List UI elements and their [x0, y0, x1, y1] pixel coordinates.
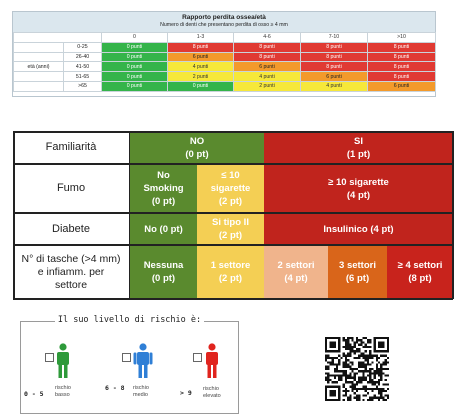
medium-risk-checkbox[interactable] — [122, 353, 131, 362]
bone-score-cell: 8 punti — [367, 41, 436, 53]
bone-col-header: 0 — [101, 32, 168, 43]
bone-group-label — [13, 71, 64, 82]
bone-score-cell: 8 punti — [233, 51, 301, 63]
high-risk-checkbox[interactable] — [193, 353, 202, 362]
bone-col-header: 7-10 — [300, 32, 368, 43]
low-risk-range: 0 - 5 — [24, 390, 44, 398]
bone-group-label: età (anni) — [13, 61, 64, 73]
person-blue-icon — [133, 343, 153, 378]
bone-age-label: 26-40 — [63, 51, 102, 63]
bone-score-cell: 8 punti — [367, 71, 436, 82]
grid-line — [13, 298, 453, 300]
bone-score-cell: 8 punti — [367, 51, 436, 63]
bone-header-row: 0 1-3 4-6 7-10 >10 — [13, 32, 436, 43]
bone-score-cell: 6 punti — [367, 80, 436, 92]
grid-line — [452, 131, 454, 299]
bone-row: 0-25 0 punti 8 punti 8 punti 8 punti 8 punti — [13, 41, 436, 53]
row-label-tasche: N° di tasche (>4 mm) e infiamm. per settor… — [13, 245, 130, 299]
grid-line — [13, 163, 453, 165]
tasche-3-settori-cell: 3 settori (6 pt) — [328, 245, 387, 299]
person-green-icon — [57, 343, 69, 378]
bone-score-cell: 8 punti — [300, 61, 368, 73]
diabete-no-cell: No (0 pt) — [130, 213, 197, 245]
grid-line — [13, 131, 15, 299]
diabete-insulinico-cell: Insulinico (4 pt) — [264, 213, 453, 245]
bone-score-cell: 8 punti — [233, 41, 301, 53]
fumo-le10-cell: ≤ 10 sigarette (2 pt) — [197, 164, 264, 213]
risk-score-table: Familiarità NO (0 pt) SI (1 pt) Fumo No Smo… — [13, 131, 454, 300]
bone-table-header: Rapporto perdita ossea/età Numero di den… — [13, 12, 435, 32]
row-label-familiarita: Familiarità — [13, 131, 130, 164]
familiarita-no-cell: NO (0 pt) — [130, 131, 264, 164]
bone-age-label: 51-65 — [63, 71, 102, 82]
tasche-4-settori-cell: ≥ 4 settori (8 pt) — [387, 245, 453, 299]
bone-score-cell: 8 punti — [300, 41, 368, 53]
bone-score-cell: 2 punti — [167, 71, 234, 82]
bone-row: età (anni) 41-50 0 punti 4 punti 6 punti 8 pu… — [13, 61, 436, 73]
bone-col-header: >10 — [367, 32, 436, 43]
fumo-ge10-cell: ≥ 10 sigarette (4 pt) — [264, 164, 453, 213]
bone-row: 51-65 0 punti 2 punti 4 punti 6 punti 8 punti — [13, 71, 436, 82]
tasche-1-settore-cell: 1 settore (2 pt) — [197, 245, 264, 299]
medium-risk-label: rischio medio — [133, 385, 149, 398]
grid-line — [13, 244, 453, 246]
low-risk-checkbox[interactable] — [45, 353, 54, 362]
bone-header-empty — [13, 32, 102, 43]
bone-age-label: 0-25 — [63, 41, 102, 53]
grid-line — [13, 212, 453, 214]
bone-table-subtitle: Numero di denti che presentano perdita d… — [160, 22, 288, 28]
bone-score-cell: 8 punti — [167, 41, 234, 53]
fumo-no-smoking-cell: No Smoking (0 pt) — [130, 164, 197, 213]
bone-score-cell: 6 punti — [167, 51, 234, 63]
bone-score-cell: 0 punti — [101, 61, 168, 73]
bone-score-cell: 0 punti — [101, 51, 168, 63]
bone-row: >65 0 punti 0 punti 2 punti 4 punti 6 punti — [13, 80, 436, 92]
tasche-nessuna-cell: Nessuna (0 pt) — [130, 245, 197, 299]
familiarita-si-cell: SI (1 pt) — [264, 131, 453, 164]
bone-loss-age-table: Rapporto perdita ossea/età Numero di den… — [12, 11, 436, 97]
high-risk-label: rischio elevato — [203, 386, 221, 399]
qr-code-icon[interactable] — [325, 337, 389, 401]
bone-score-cell: 4 punti — [233, 71, 301, 82]
bone-score-cell: 6 punti — [233, 61, 301, 73]
bone-col-header: 4-6 — [233, 32, 301, 43]
person-red-icon — [206, 343, 218, 378]
bone-score-cell: 2 punti — [233, 80, 301, 92]
risk-level-title: Il suo livello di rischio è: — [21, 315, 238, 325]
bone-group-label — [13, 41, 64, 53]
bone-score-cell: 4 punti — [300, 80, 368, 92]
bone-score-cell: 6 punti — [300, 71, 368, 82]
bone-score-cell: 0 punti — [101, 80, 168, 92]
low-risk-label: rischio basso — [55, 385, 71, 398]
bone-group-label — [13, 51, 64, 63]
bone-score-cell: 8 punti — [367, 61, 436, 73]
bone-age-label: >65 — [63, 80, 102, 92]
bone-col-header: 1-3 — [167, 32, 234, 43]
tasche-2-settori-cell: 2 settori (4 pt) — [264, 245, 328, 299]
high-risk-range: > 9 — [180, 389, 192, 397]
row-label-diabete: Diabete — [13, 213, 130, 245]
bone-table-title: Rapporto perdita ossea/età — [182, 14, 266, 21]
diabete-tipo2-cell: Si tipo II (2 pt) — [197, 213, 264, 245]
bone-grid: 0 1-3 4-6 7-10 >10 0-25 0 punti 8 punti 8 punti 8… — [13, 32, 436, 92]
medium-risk-range: 6 - 8 — [105, 384, 125, 392]
bone-age-label: 41-50 — [63, 61, 102, 73]
bone-score-cell: 8 punti — [300, 51, 368, 63]
bone-score-cell: 4 punti — [167, 61, 234, 73]
risk-level-box: Il suo livello di rischio è: 0 - 5 risch… — [20, 315, 239, 414]
row-label-fumo: Fumo — [13, 164, 130, 213]
grid-line — [13, 131, 453, 133]
bone-row: 26-40 0 punti 6 punti 8 punti 8 punti 8 punti — [13, 51, 436, 63]
bone-score-cell: 0 punti — [167, 80, 234, 92]
bone-group-label — [13, 80, 64, 92]
bone-score-cell: 0 punti — [101, 41, 168, 53]
bone-score-cell: 0 punti — [101, 71, 168, 82]
